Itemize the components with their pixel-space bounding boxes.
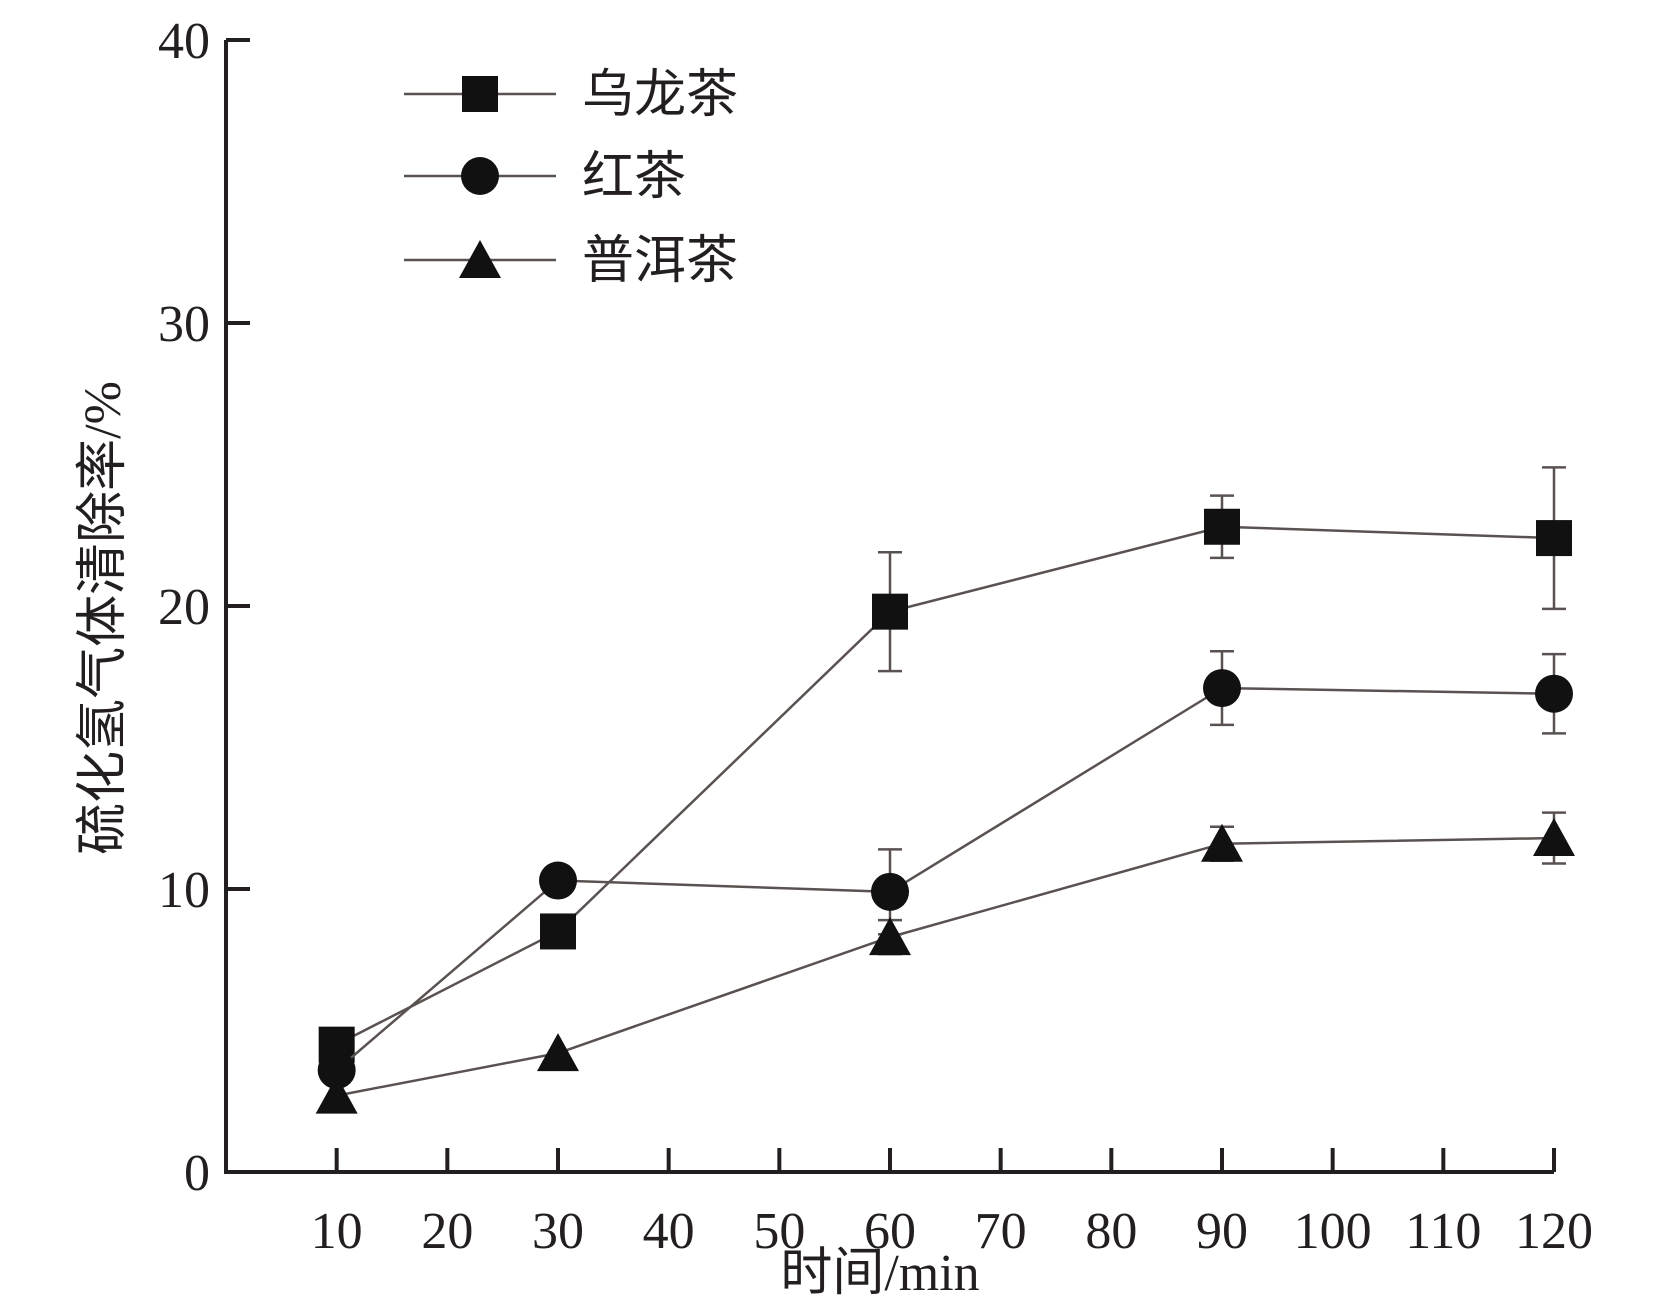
data-point-circle [871, 872, 909, 911]
series-square [318, 466, 1572, 1063]
x-tick-label: 30 [532, 1203, 584, 1260]
legend-label: 红茶 [582, 147, 686, 207]
data-point-circle [1535, 674, 1573, 713]
x-axis-title: 时间/min [780, 1245, 979, 1302]
series-line [335, 686, 1555, 1072]
data-point-square [872, 593, 908, 630]
y-tick-label: 40 [158, 13, 210, 70]
series-triangle [315, 811, 1575, 1114]
x-tick-label: 70 [975, 1203, 1027, 1260]
legend-label: 乌龙茶 [582, 65, 738, 125]
legend-item: 普洱茶 [404, 231, 738, 291]
series-line [336, 836, 1555, 1097]
x-tick-label: 80 [1085, 1203, 1137, 1260]
data-point-square [1536, 520, 1572, 557]
x-tick-label: 40 [643, 1203, 695, 1260]
legend-marker-triangle [459, 240, 501, 278]
legend-marker-square [462, 76, 498, 112]
series-circle [317, 650, 1573, 1090]
legend-label: 普洱茶 [582, 231, 738, 291]
legend-item: 乌龙茶 [404, 65, 738, 125]
y-tick-label: 0 [184, 1145, 210, 1202]
data-point-triangle [537, 1033, 579, 1072]
data-point-square [540, 913, 576, 950]
legend-item: 红茶 [404, 147, 686, 207]
x-tick-label: 100 [1294, 1203, 1372, 1260]
data-point-circle [539, 861, 577, 900]
data-point-square [1204, 508, 1240, 545]
y-tick-label: 30 [158, 296, 210, 353]
x-tick-label: 110 [1405, 1203, 1481, 1260]
data-point-triangle [869, 917, 911, 956]
x-tick-label: 10 [311, 1203, 363, 1260]
axes: 10 20 30 40 50 60 70 80 90 100 110 120 0 10 20 30 40 [158, 13, 1593, 1260]
y-axis-title: 硫化氢气体清除率/% [75, 381, 132, 855]
data-point-triangle [315, 1075, 358, 1114]
y-tick-label: 10 [158, 862, 210, 919]
x-tick-label: 120 [1515, 1203, 1593, 1260]
data-point-triangle [1533, 818, 1575, 857]
series-line [336, 525, 1555, 1046]
data-point-circle [317, 1051, 356, 1090]
x-tick-label: 90 [1196, 1203, 1248, 1260]
data-point-triangle [1201, 823, 1243, 862]
legend-marker-circle [461, 157, 499, 195]
y-tick-label: 20 [158, 579, 210, 636]
data-point-circle [1203, 669, 1241, 708]
x-tick-label: 60 [864, 1203, 916, 1260]
series-layer [315, 466, 1575, 1114]
x-tick-label: 50 [753, 1203, 805, 1260]
x-tick-label: 20 [421, 1203, 473, 1260]
